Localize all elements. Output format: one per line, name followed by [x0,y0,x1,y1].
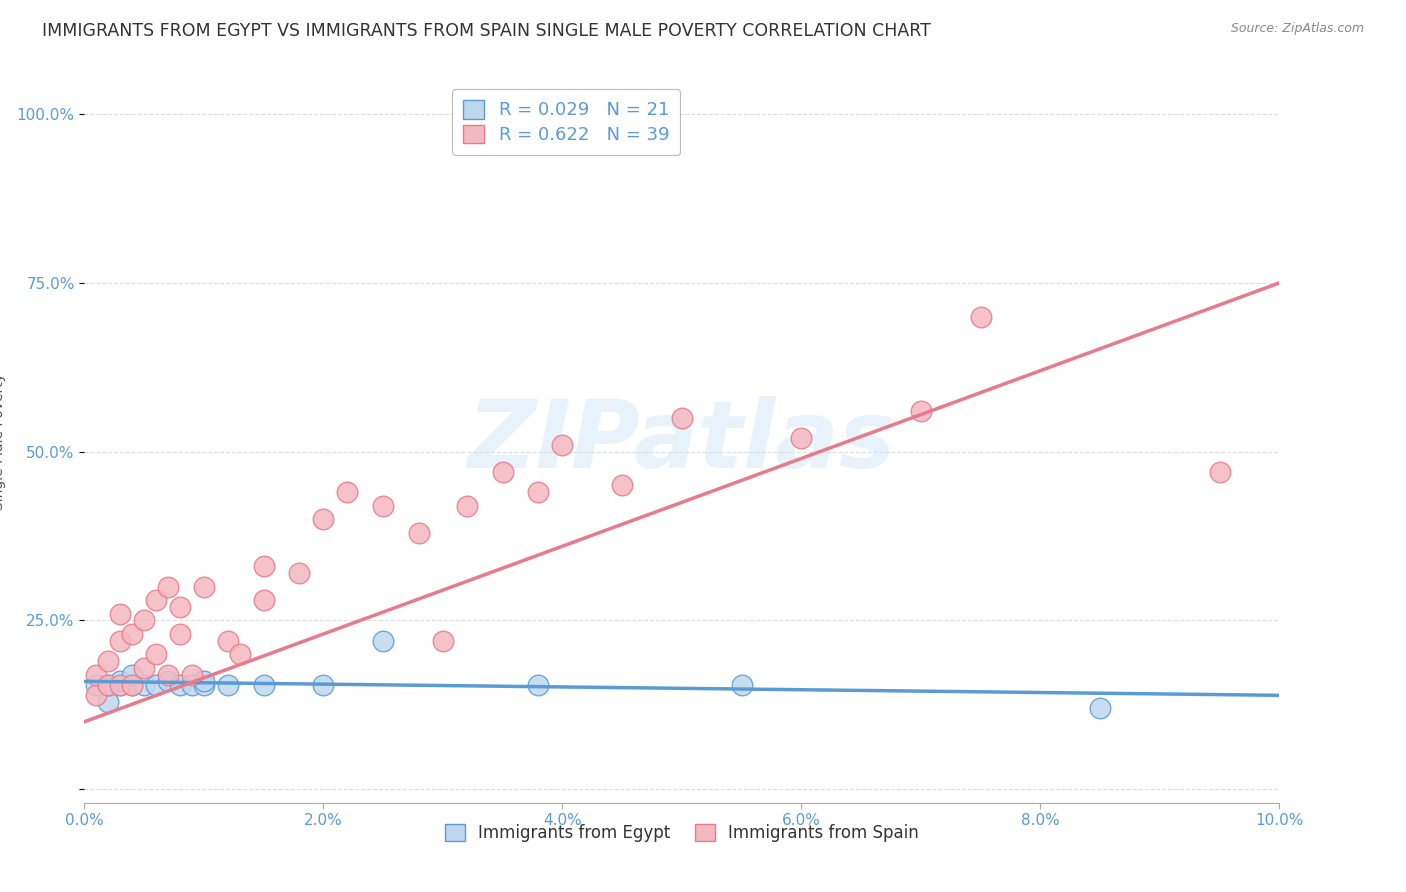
Point [169,627,191,641]
Point [408,525,430,540]
Point [492,465,515,479]
Point [456,499,478,513]
Point [373,499,395,513]
Point [145,678,167,692]
Point [169,678,191,692]
Point [551,438,574,452]
Point [910,404,932,418]
Point [253,678,276,692]
Point [312,678,335,692]
Point [312,512,335,526]
Point [110,678,132,692]
Point [1090,701,1112,715]
Point [97,654,120,668]
Point [217,678,239,692]
Point [228,647,252,661]
Text: Source: ZipAtlas.com: Source: ZipAtlas.com [1230,22,1364,36]
Point [193,674,215,689]
Point [527,678,550,692]
Point [121,678,143,692]
Point [157,667,180,681]
Point [157,674,180,689]
Point [1209,465,1232,479]
Point [97,694,120,708]
Point [157,580,180,594]
Point [336,485,359,500]
Point [145,593,167,607]
Point [121,678,143,692]
Point [731,678,754,692]
Point [527,485,550,500]
Point [288,566,311,581]
Text: IMMIGRANTS FROM EGYPT VS IMMIGRANTS FROM SPAIN SINGLE MALE POVERTY CORRELATION C: IMMIGRANTS FROM EGYPT VS IMMIGRANTS FROM… [42,22,931,40]
Point [121,627,143,641]
Point [132,614,156,628]
Point [86,667,108,681]
Point [110,674,132,689]
Legend: Immigrants from Egypt, Immigrants from Spain: Immigrants from Egypt, Immigrants from S… [437,817,927,848]
Point [181,667,204,681]
Text: ZIPatlas: ZIPatlas [468,395,896,488]
Point [86,678,108,692]
Point [97,678,120,692]
Point [110,678,132,692]
Point [132,661,156,675]
Point [181,678,204,692]
Point [970,310,993,324]
Point [671,411,693,425]
Point [169,599,191,614]
Point [432,633,454,648]
Point [612,478,634,492]
Point [121,667,143,681]
Point [110,607,132,621]
Point [110,633,132,648]
Point [132,678,156,692]
Point [253,559,276,574]
Point [145,647,167,661]
Point [193,678,215,692]
Point [790,431,813,445]
Point [217,633,239,648]
Point [373,633,395,648]
Y-axis label: Single Male Poverty: Single Male Poverty [0,373,6,510]
Point [193,580,215,594]
Point [86,688,108,702]
Point [253,593,276,607]
Point [97,678,120,692]
